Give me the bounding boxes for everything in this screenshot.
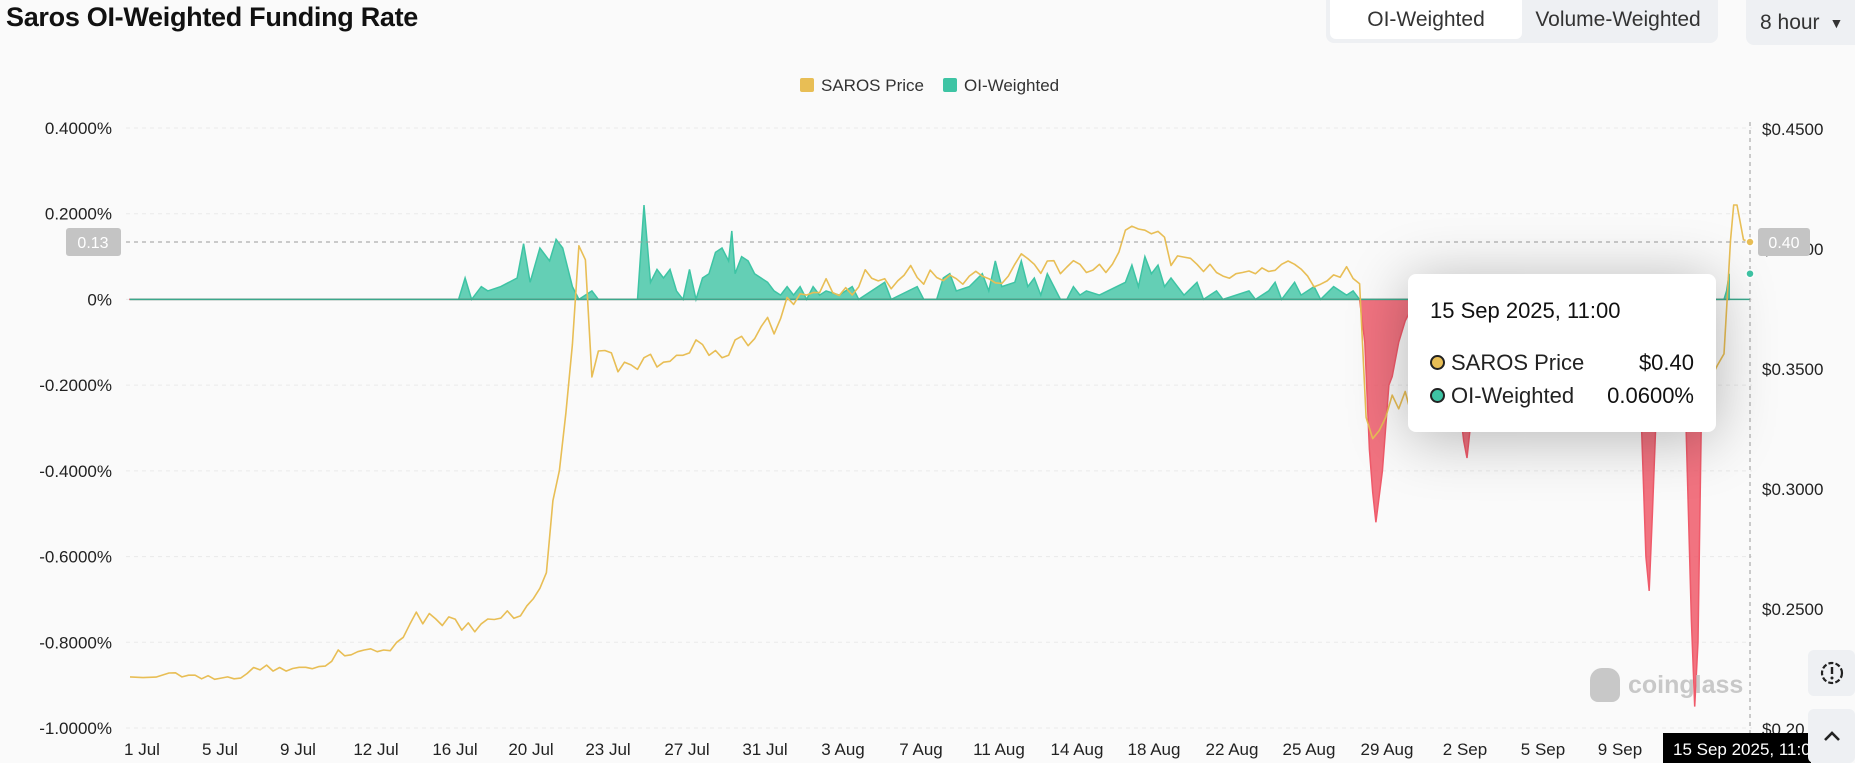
y-right-tick-label: $0.2500 [1762, 600, 1823, 619]
volume-weighted-tab[interactable]: Volume-Weighted [1535, 7, 1701, 31]
x-tick-label: 3 Aug [821, 740, 865, 759]
page-title: Saros OI-Weighted Funding Rate [6, 2, 419, 32]
x-tick-label: 9 Sep [1598, 740, 1642, 759]
x-tick-label: 29 Aug [1361, 740, 1414, 759]
tooltip-row-price: SAROS Price $0.40 [1430, 346, 1694, 379]
crosshair-left-label: 0.13 [77, 235, 108, 252]
y-left-tick-label: -0.8000% [39, 633, 112, 652]
x-tick-label: 22 Aug [1206, 740, 1259, 759]
x-tick-label: 18 Aug [1128, 740, 1181, 759]
tooltip-row-oi: OI-Weighted 0.0600% [1430, 379, 1694, 412]
tooltip-oi-value: 0.0600% [1607, 382, 1694, 408]
weighting-toggle: OI-Weighted Volume-Weighted [1326, 0, 1718, 43]
x-tick-label: 20 Jul [508, 740, 553, 759]
y-left-tick-label: -0.2000% [39, 376, 112, 395]
watermark-text: coinglass [1628, 670, 1744, 699]
y-left-tick-label: -1.0000% [39, 719, 112, 738]
x-tick-label: 23 Jul [585, 740, 630, 759]
x-tick-label: 14 Aug [1051, 740, 1104, 759]
coinglass-logo-icon [1590, 668, 1620, 702]
coinglass-watermark: coinglass [1590, 668, 1743, 702]
x-tick-label: 5 Jul [202, 740, 238, 759]
y-left-tick-label: -0.6000% [39, 548, 112, 567]
legend-label: OI-Weighted [964, 76, 1059, 95]
price-hover-dot [1745, 237, 1755, 247]
crosshair-right-label-bg [1758, 228, 1810, 256]
tooltip-price-value: $0.40 [1638, 349, 1694, 375]
x-tick-label: 7 Aug [899, 740, 943, 759]
x-tick-label: 11 Aug [973, 740, 1025, 759]
y-left-tick-label: 0.2000% [45, 205, 112, 224]
y-left-tick-label: -0.4000% [39, 462, 112, 481]
crosshair-left-label-bg [66, 228, 121, 256]
crosshair-x-label-bg [1663, 733, 1811, 763]
tooltip-oi-label: OI-Weighted [1451, 382, 1575, 408]
legend-label: SAROS Price [821, 76, 924, 95]
x-tick-label: 12 Jul [353, 740, 398, 759]
oi-hover-dot [1745, 268, 1755, 279]
x-tick-label: 27 Jul [664, 740, 709, 759]
y-right-tick-label: $0.3500 [1762, 360, 1823, 379]
x-tick-label: 31 Jul [742, 740, 787, 759]
x-tick-label: 25 Aug [1283, 740, 1336, 759]
chart-settings-button[interactable] [1808, 650, 1855, 696]
y-left-tick-label: 0.4000% [45, 119, 112, 138]
crosshair-x-label: 15 Sep 2025, 11:00 [1673, 740, 1820, 759]
interval-select[interactable]: 8 hour ▼ [1746, 0, 1855, 45]
crosshair-right-label: 0.40 [1768, 235, 1799, 252]
y-right-tick-label: $0.3000 [1762, 480, 1823, 499]
legend-swatch [943, 78, 957, 92]
chevron-up-icon [1823, 731, 1840, 741]
x-tick-label: 1 Jul [124, 740, 160, 759]
x-tick-label: 2 Sep [1443, 740, 1487, 759]
tooltip-price-label: SAROS Price [1451, 349, 1585, 375]
interval-label: 8 hour [1760, 10, 1820, 34]
oi-weighted-tab[interactable]: OI-Weighted [1330, 0, 1522, 39]
tooltip-date: 15 Sep 2025, 11:00 [1430, 298, 1621, 323]
oi-dot-icon [1430, 388, 1445, 403]
x-tick-label: 9 Jul [280, 740, 316, 759]
x-tick-label: 16 Jul [432, 740, 477, 759]
scroll-top-button[interactable] [1808, 709, 1855, 763]
legend-swatch [800, 78, 814, 92]
y-left-tick-label: 0% [87, 290, 112, 309]
chevron-down-icon: ▼ [1829, 14, 1844, 31]
chart-tooltip: 15 Sep 2025, 11:00 SAROS Price $0.40 OI-… [1408, 274, 1716, 432]
alert-gear-icon [1820, 661, 1843, 685]
x-tick-label: 5 Sep [1521, 740, 1565, 759]
y-right-tick-label: $0.4500 [1762, 120, 1823, 139]
price-dot-icon [1430, 355, 1445, 370]
